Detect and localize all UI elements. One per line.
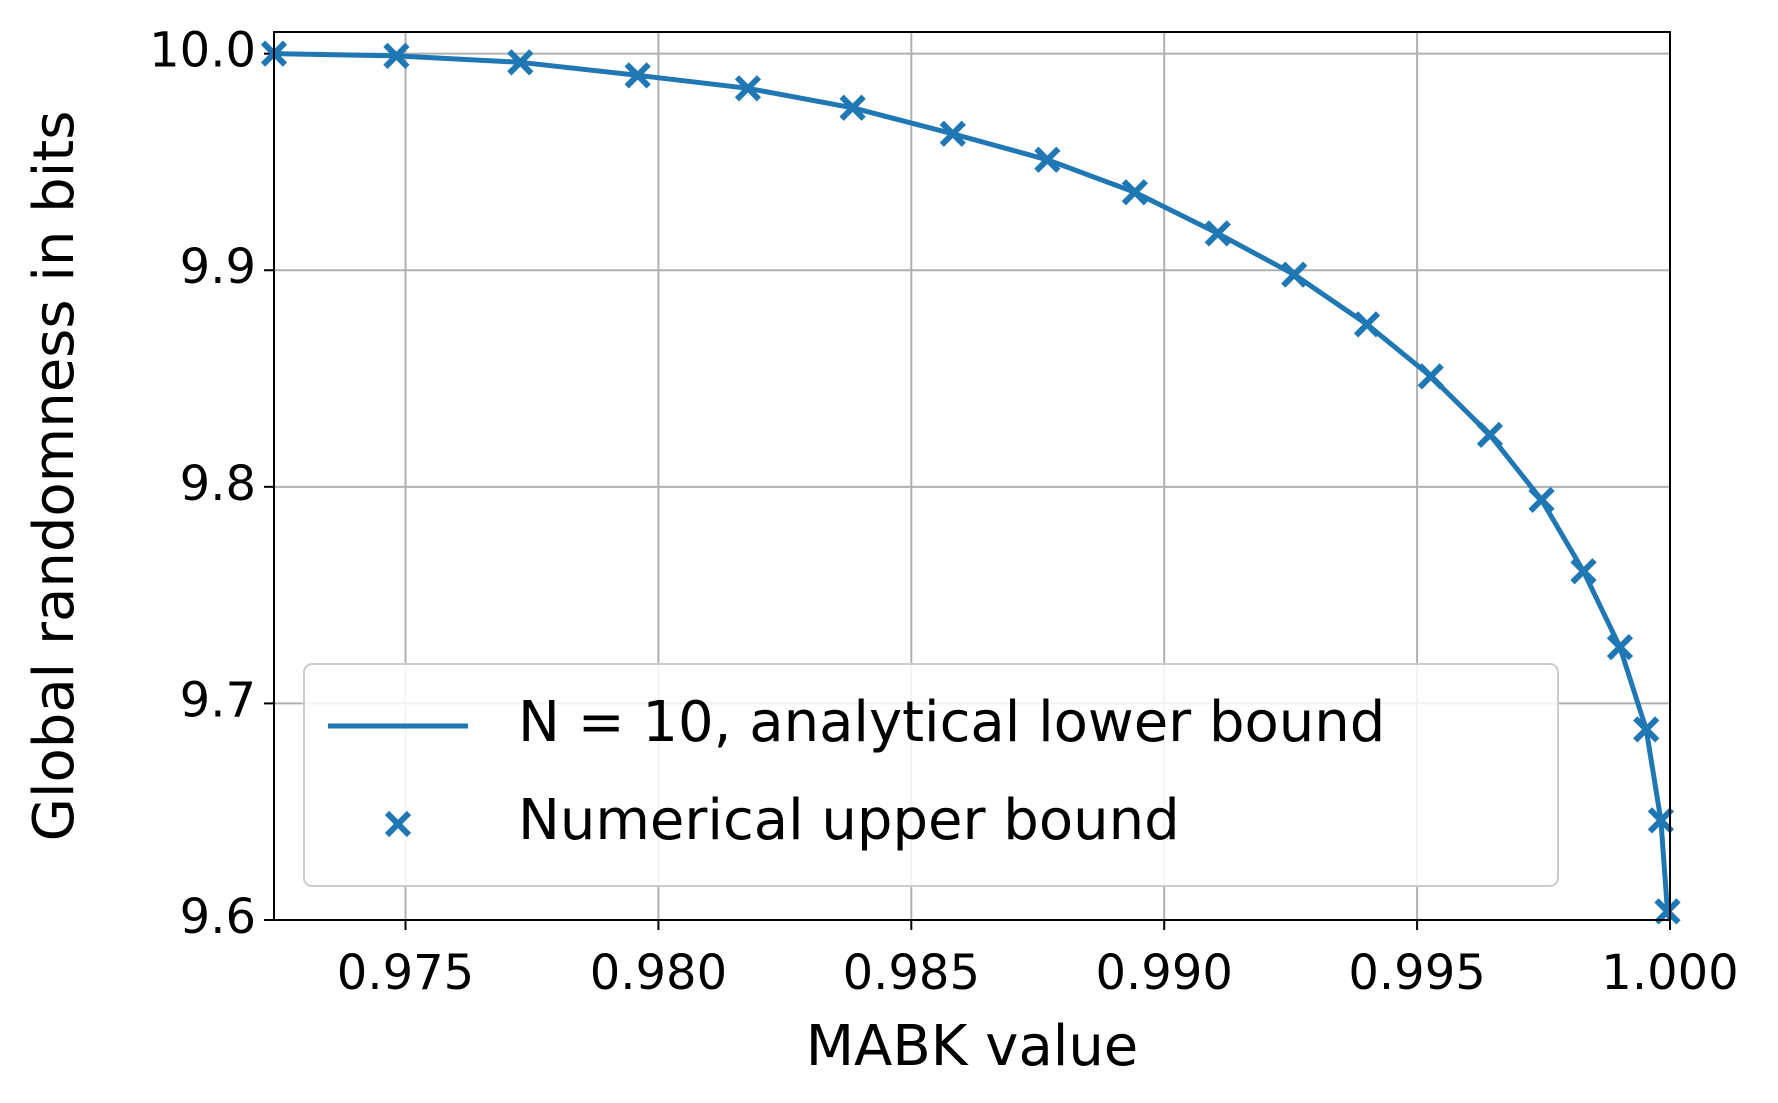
y-tick-label: 9.6 [180,889,256,945]
marker [1654,898,1681,925]
legend: N = 10, analytical lower bound Numerical … [303,663,1559,887]
y-tick-label: 9.9 [180,239,256,295]
marker [839,94,866,121]
marker [1476,421,1504,448]
marker [939,120,966,147]
marker [1417,363,1444,390]
marker [1353,311,1381,338]
marker [1606,633,1634,661]
marker [1121,179,1148,206]
marker [1570,558,1597,585]
marker [507,49,534,76]
y-tick-label: 9.8 [180,456,256,512]
x-tick-label: 0.980 [590,945,727,1001]
marker [383,42,410,69]
y-tick-label: 9.7 [180,672,256,728]
x-tick-label: 1.000 [1601,945,1738,1001]
x-tick-label: 0.985 [843,945,980,1001]
y-axis-label: Global randomness in bits [22,111,87,842]
marker [1281,261,1308,288]
marker [1633,716,1660,743]
marker [384,810,412,838]
y-tick-label: 10.0 [149,23,256,79]
legend-label: Numerical upper bound [518,788,1180,853]
legend-label: N = 10, analytical lower bound [518,690,1385,755]
x-tick-label: 0.990 [1095,945,1232,1001]
marker [734,75,762,102]
x-tick-label: 0.975 [337,945,474,1001]
legend-box [303,663,1559,887]
x-tick-label: 0.995 [1348,945,1485,1001]
marker [1204,220,1231,247]
marker [1647,807,1675,834]
plot-frame [273,31,1671,921]
marker [1528,486,1555,513]
x-axis-label: MABK value [806,1014,1139,1079]
marker [624,62,651,89]
marker [1034,146,1061,173]
